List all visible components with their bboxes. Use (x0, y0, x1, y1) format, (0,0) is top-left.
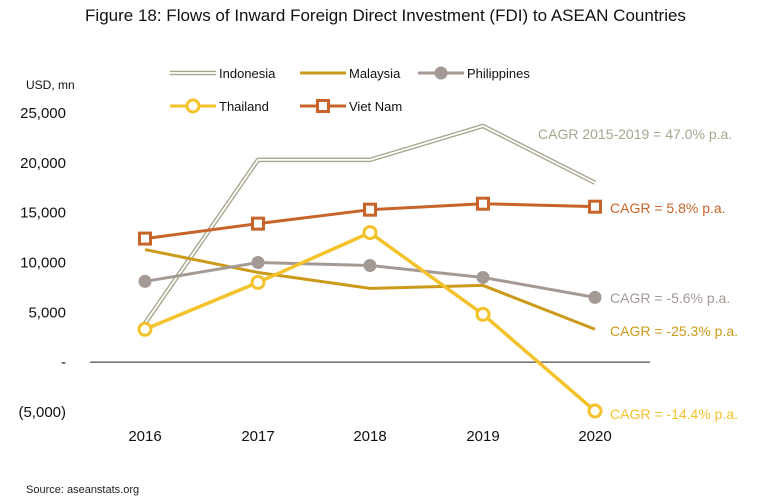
legend-label: Indonesia (219, 66, 276, 81)
y-tick-label: (5,000) (18, 404, 66, 421)
series-indonesia (143, 123, 597, 325)
data-point-thailand (250, 274, 266, 290)
series-line-inner-indonesia (144, 125, 596, 324)
data-point-viet-nam (138, 231, 152, 246)
chart-title: Figure 18: Flows of Inward Foreign Direc… (85, 6, 686, 25)
legend-label: Malaysia (349, 66, 401, 81)
data-point-viet-nam (588, 199, 602, 214)
x-tick-label: 2018 (353, 428, 386, 445)
annotation-malaysia: CAGR = -25.3% p.a. (610, 323, 738, 339)
y-tick-label: 5,000 (28, 304, 66, 321)
data-point-viet-nam (251, 216, 265, 231)
legend-marker (434, 66, 448, 80)
series-viet-nam (138, 196, 602, 246)
legend-label: Philippines (467, 66, 530, 81)
legend-item-viet-nam: Viet Nam (300, 99, 402, 114)
series-thailand (137, 225, 603, 419)
series-line-malaysia (144, 248, 596, 331)
y-tick-label: 20,000 (20, 155, 66, 172)
data-point-thailand (362, 225, 378, 241)
source-note: Source: aseanstats.org (26, 484, 140, 496)
series-lines (137, 123, 603, 419)
data-point-philippines (251, 256, 265, 269)
x-tick-label: 2019 (466, 428, 499, 445)
annotation-indonesia: CAGR 2015-2019 = 47.0% p.a. (538, 126, 732, 142)
legend-label: Thailand (219, 99, 269, 114)
y-tick-label: - (61, 354, 66, 371)
series-philippines (138, 256, 602, 304)
legend-item-malaysia: Malaysia (300, 66, 401, 81)
annotation-philippines: CAGR = -5.6% p.a. (610, 290, 730, 306)
y-tick-label: 15,000 (20, 205, 66, 222)
data-point-philippines (476, 270, 490, 284)
y-tick-label: 25,000 (20, 105, 66, 122)
data-point-viet-nam (363, 202, 377, 217)
annotation-thailand: CAGR = -14.4% p.a. (610, 406, 738, 422)
axes: 25,000 20,000 15,000 10,000 5,000 - (5,000) 201… (18, 105, 650, 445)
annotations: CAGR 2015-2019 = 47.0% p.a. CAGR = -25.3%… (538, 126, 738, 422)
x-tick-label: 2020 (578, 428, 611, 445)
x-tick-label: 2016 (128, 428, 161, 445)
y-tick-label: 10,000 (20, 255, 66, 272)
data-point-thailand (587, 403, 603, 419)
data-point-viet-nam (476, 196, 490, 211)
data-point-thailand (475, 306, 491, 322)
annotation-viet-nam: CAGR = 5.8% p.a. (610, 200, 726, 216)
data-point-thailand (137, 321, 153, 337)
data-point-philippines (588, 290, 602, 304)
legend-label: Viet Nam (349, 99, 402, 114)
series-malaysia (144, 248, 596, 331)
data-point-philippines (363, 258, 377, 272)
legend-marker (185, 98, 201, 114)
legend: Indonesia Malaysia Philippines Thailand Viet… (170, 66, 530, 114)
data-point-philippines (138, 274, 152, 288)
y-axis-unit-label: USD, mn (26, 78, 75, 92)
legend-marker (316, 99, 330, 113)
x-tick-label: 2017 (241, 428, 274, 445)
legend-item-thailand: Thailand (170, 98, 269, 114)
legend-item-philippines: Philippines (418, 66, 530, 81)
legend-item-indonesia: Indonesia (170, 66, 276, 81)
